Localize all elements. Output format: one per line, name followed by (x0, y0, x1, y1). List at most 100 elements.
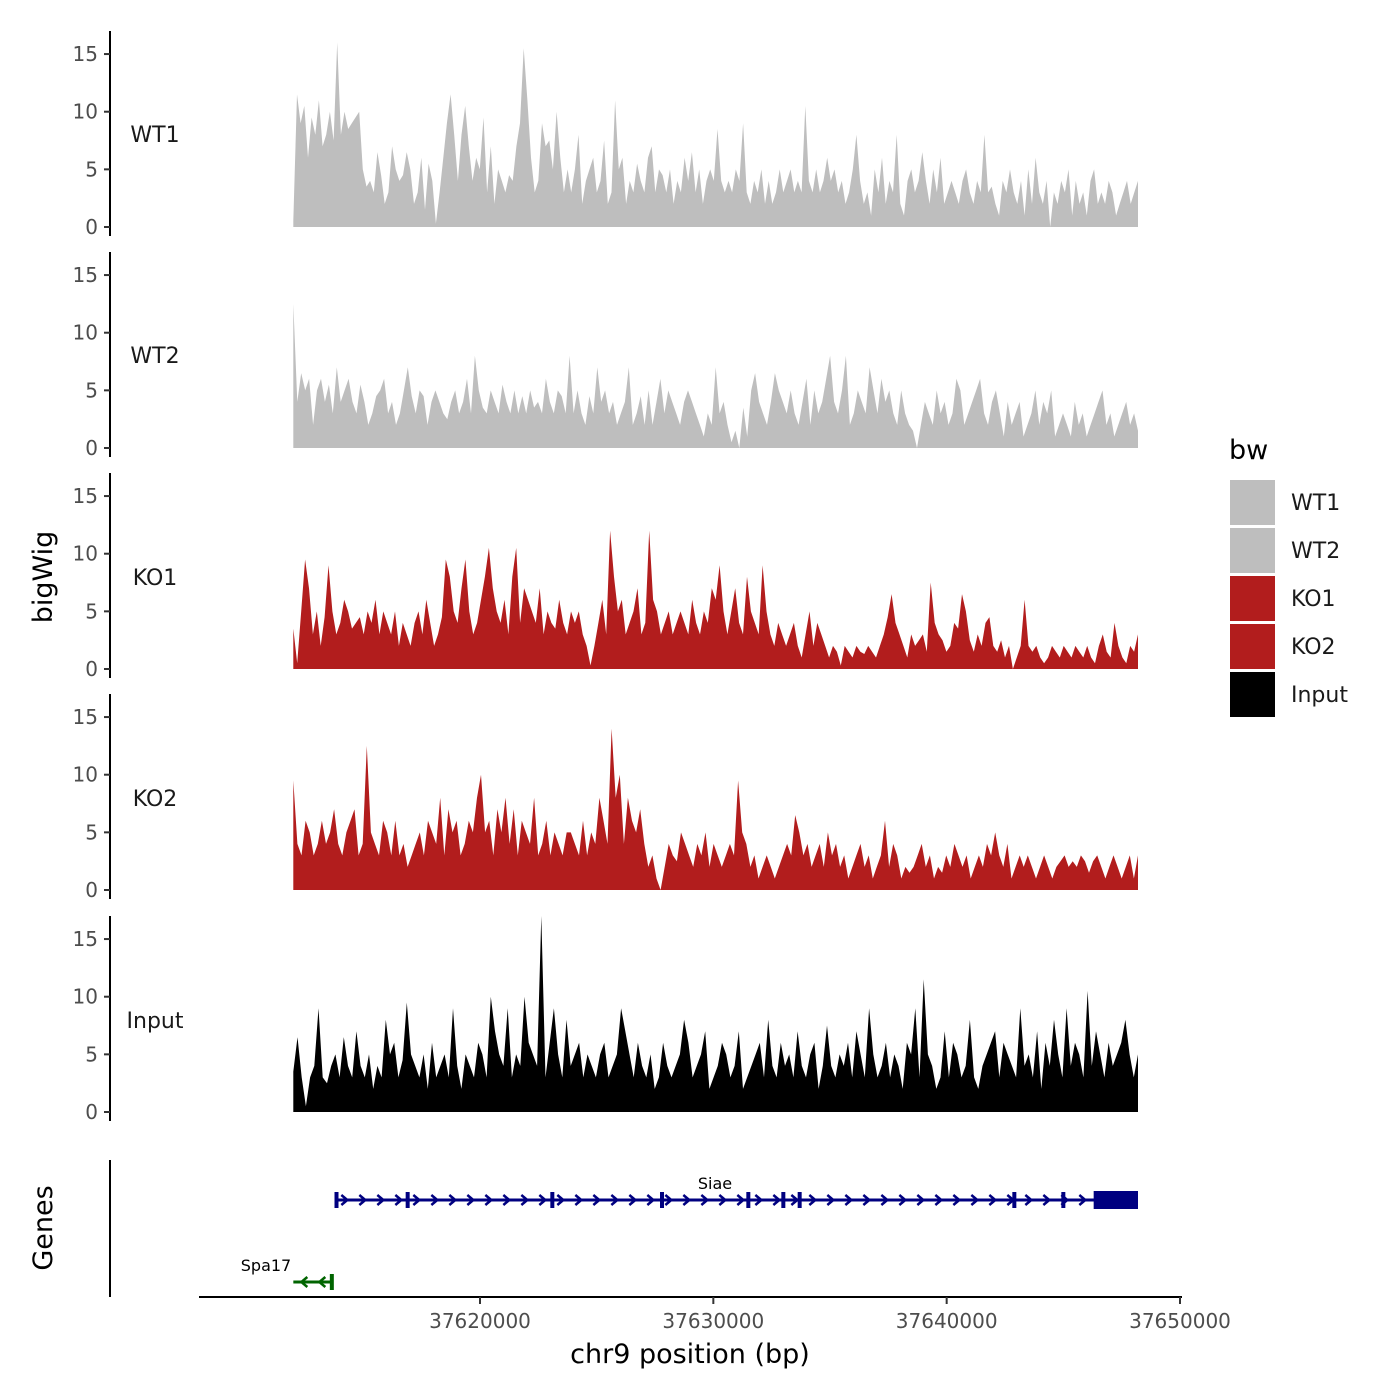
strand-arrow (934, 1194, 944, 1206)
strand-arrow (520, 1194, 530, 1206)
signal-area-ko1 (293, 530, 1138, 669)
strand-arrow (718, 1194, 728, 1206)
y-axis-title: bigWig (28, 531, 59, 624)
y-tick-label: 15 (73, 705, 98, 729)
y-tick-label: 10 (73, 985, 98, 1009)
y-tick-label: 0 (85, 878, 98, 902)
strand-arrow (646, 1194, 656, 1206)
y-tick-label: 10 (73, 763, 98, 787)
strand-arrow (700, 1194, 710, 1206)
strand-arrow (340, 1194, 350, 1206)
strand-arrow (317, 1276, 327, 1288)
strand-arrow (682, 1194, 692, 1206)
legend-swatch-ko2 (1230, 624, 1275, 669)
genes-panel: Genes Siae Spa17 (28, 1160, 1138, 1297)
legend-title: bw (1229, 435, 1268, 466)
legend-label-ko1: KO1 (1291, 587, 1336, 612)
legend-swatch-wt1 (1230, 480, 1275, 525)
track-wt1: 0 5 10 15 WT1 (73, 31, 1138, 239)
strand-arrow (880, 1194, 890, 1206)
x-tick-label: 37630000 (662, 1309, 764, 1333)
strand-arrow (844, 1194, 854, 1206)
strand-arrow (466, 1194, 476, 1206)
strand-arrow (664, 1194, 674, 1206)
strand-arrow (574, 1194, 584, 1206)
strand-arrow (538, 1194, 548, 1206)
signal-tracks: 0 5 10 15 WT1 0 5 10 15 WT2 0 5 10 15 KO1 0 5 10 15 KO2 0 5 10… (73, 31, 1138, 1124)
gene-exon (334, 1192, 339, 1208)
track-ko2: 0 5 10 15 KO2 (73, 694, 1138, 902)
strand-arrow (592, 1194, 602, 1206)
gene-exon (550, 1192, 555, 1208)
gene-exon (405, 1192, 410, 1208)
signal-area-input (293, 916, 1138, 1112)
y-tick-label: 5 (85, 1042, 98, 1066)
gene-name: Spa17 (241, 1256, 291, 1275)
strand-arrow (358, 1194, 368, 1206)
gene-exon (660, 1192, 664, 1208)
gene-exon (1012, 1192, 1017, 1208)
legend-label-input: Input (1291, 683, 1348, 708)
track-label: Input (127, 1009, 184, 1034)
gene-exon (1061, 1192, 1066, 1208)
strand-arrow (898, 1194, 908, 1206)
strand-arrow (502, 1194, 512, 1206)
strand-arrow (790, 1194, 800, 1206)
strand-arrow (952, 1194, 962, 1206)
gene-exon (797, 1192, 802, 1208)
strand-arrow (448, 1194, 458, 1206)
strand-arrow (754, 1194, 764, 1206)
gene-exon (329, 1274, 334, 1290)
strand-arrow (988, 1194, 998, 1206)
signal-area-wt1 (293, 42, 1138, 227)
legend-label-wt1: WT1 (1291, 491, 1340, 516)
strand-arrow (970, 1194, 980, 1206)
legend-swatch-wt2 (1230, 528, 1275, 573)
track-label: KO1 (133, 566, 178, 591)
legend-label-ko2: KO2 (1291, 635, 1336, 660)
x-axis: 37620000 37630000 37640000 37650000 (199, 1296, 1231, 1333)
strand-arrow (1024, 1194, 1034, 1206)
y-tick-label: 0 (85, 215, 98, 239)
strand-arrow (826, 1194, 836, 1206)
legend-label-wt2: WT2 (1291, 539, 1340, 564)
strand-arrow (808, 1194, 818, 1206)
strand-arrow (610, 1194, 620, 1206)
gene-siae: Siae (334, 1174, 1138, 1209)
genes-panel-title: Genes (28, 1185, 59, 1270)
gene-name: Siae (698, 1174, 732, 1193)
strand-arrow (299, 1276, 309, 1288)
track-label: WT1 (130, 123, 179, 148)
y-tick-label: 0 (85, 1100, 98, 1124)
strand-arrow (430, 1194, 440, 1206)
strand-arrow (628, 1194, 638, 1206)
y-tick-label: 15 (73, 42, 98, 66)
strand-arrow (1078, 1194, 1088, 1206)
track-ko1: 0 5 10 15 KO1 (73, 473, 1138, 681)
x-tick-label: 37650000 (1129, 1309, 1231, 1333)
y-tick-label: 10 (73, 542, 98, 566)
y-tick-label: 15 (73, 484, 98, 508)
strand-arrow (376, 1194, 386, 1206)
x-tick-label: 37620000 (429, 1309, 531, 1333)
strand-arrow (862, 1194, 872, 1206)
strand-arrow (412, 1194, 422, 1206)
y-tick-label: 0 (85, 657, 98, 681)
track-label: KO2 (133, 787, 178, 812)
track-input: 0 5 10 15 Input (73, 916, 1138, 1124)
y-tick-label: 5 (85, 599, 98, 623)
legend-swatch-ko1 (1230, 576, 1275, 621)
x-tick-label: 37640000 (896, 1309, 998, 1333)
legend: bw WT1 WT2 KO1 KO2 Input (1229, 435, 1348, 717)
y-tick-label: 15 (73, 263, 98, 287)
track-label: WT2 (130, 344, 179, 369)
track-wt2: 0 5 10 15 WT2 (73, 252, 1138, 460)
x-axis-title: chr9 position (bp) (570, 1339, 810, 1370)
strand-arrow (1042, 1194, 1052, 1206)
gene-utr-block (1093, 1191, 1138, 1209)
y-tick-label: 5 (85, 378, 98, 402)
strand-arrow (772, 1194, 782, 1206)
strand-arrow (556, 1194, 566, 1206)
strand-arrow (394, 1194, 404, 1206)
y-tick-label: 0 (85, 436, 98, 460)
